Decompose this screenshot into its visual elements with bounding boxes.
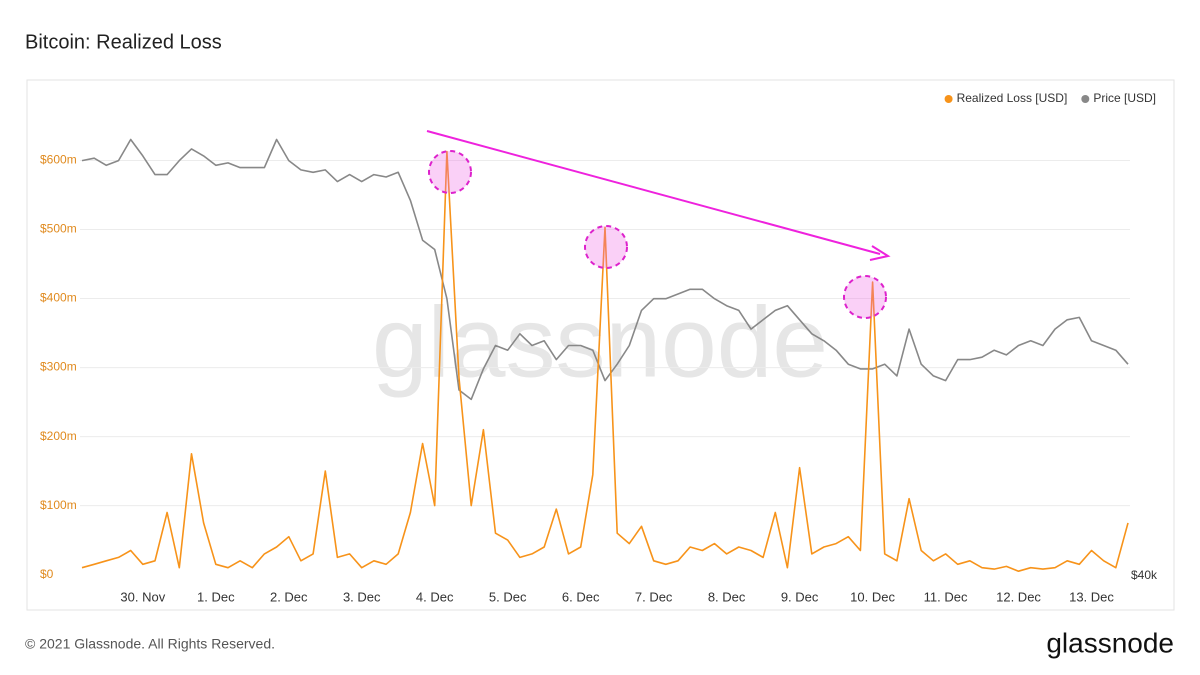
highlight-circle bbox=[843, 275, 887, 319]
series-line bbox=[81, 138, 1129, 401]
chart-title: Bitcoin: Realized Loss bbox=[25, 31, 222, 53]
y-tick-label: $400m bbox=[40, 291, 77, 305]
y-tick-label: $0 bbox=[40, 567, 54, 581]
arrow-head bbox=[869, 245, 891, 261]
x-tick-label: 9. Dec bbox=[781, 589, 819, 604]
x-tick-label: 1. Dec bbox=[197, 589, 235, 604]
y-tick-label: $300m bbox=[40, 360, 77, 374]
x-tick-label: 5. Dec bbox=[489, 589, 527, 604]
x-tick-label: 30. Nov bbox=[120, 589, 165, 604]
series-line bbox=[81, 150, 1129, 572]
plot-frame bbox=[26, 79, 1175, 611]
legend-label: Realized Loss [USD] bbox=[957, 91, 1068, 105]
x-tick-label: 13. Dec bbox=[1069, 589, 1114, 604]
x-tick-label: 2. Dec bbox=[270, 589, 308, 604]
legend-swatch bbox=[1081, 95, 1090, 103]
x-tick-label: 12. Dec bbox=[996, 589, 1041, 604]
x-tick-label: 10. Dec bbox=[850, 589, 895, 604]
y-tick-label: $500m bbox=[40, 222, 77, 236]
y2-tick-label: $40k bbox=[1131, 568, 1158, 582]
y-tick-label: $100m bbox=[40, 498, 77, 512]
highlight-circle bbox=[428, 150, 472, 194]
highlight-circle bbox=[584, 225, 628, 269]
x-tick-label: 4. Dec bbox=[416, 589, 454, 604]
legend-swatch bbox=[944, 95, 953, 103]
brand: glassnode bbox=[1046, 627, 1174, 658]
y-tick-label: $200m bbox=[40, 429, 77, 443]
legend-label: Price [USD] bbox=[1093, 91, 1156, 105]
x-tick-label: 8. Dec bbox=[708, 589, 746, 604]
x-tick-label: 7. Dec bbox=[635, 589, 673, 604]
x-tick-label: 11. Dec bbox=[924, 589, 968, 604]
plot: $0 $100m $200m $300m $400m $500m $600m $40k 30. … bbox=[40, 91, 1158, 604]
trend-arrow bbox=[426, 130, 881, 255]
x-tick-label: 6. Dec bbox=[562, 589, 600, 604]
x-tick-label: 3. Dec bbox=[343, 589, 381, 604]
footer: © 2021 Glassnode. All Rights Reserved. bbox=[25, 636, 275, 652]
y-tick-label: $600m bbox=[40, 153, 77, 167]
